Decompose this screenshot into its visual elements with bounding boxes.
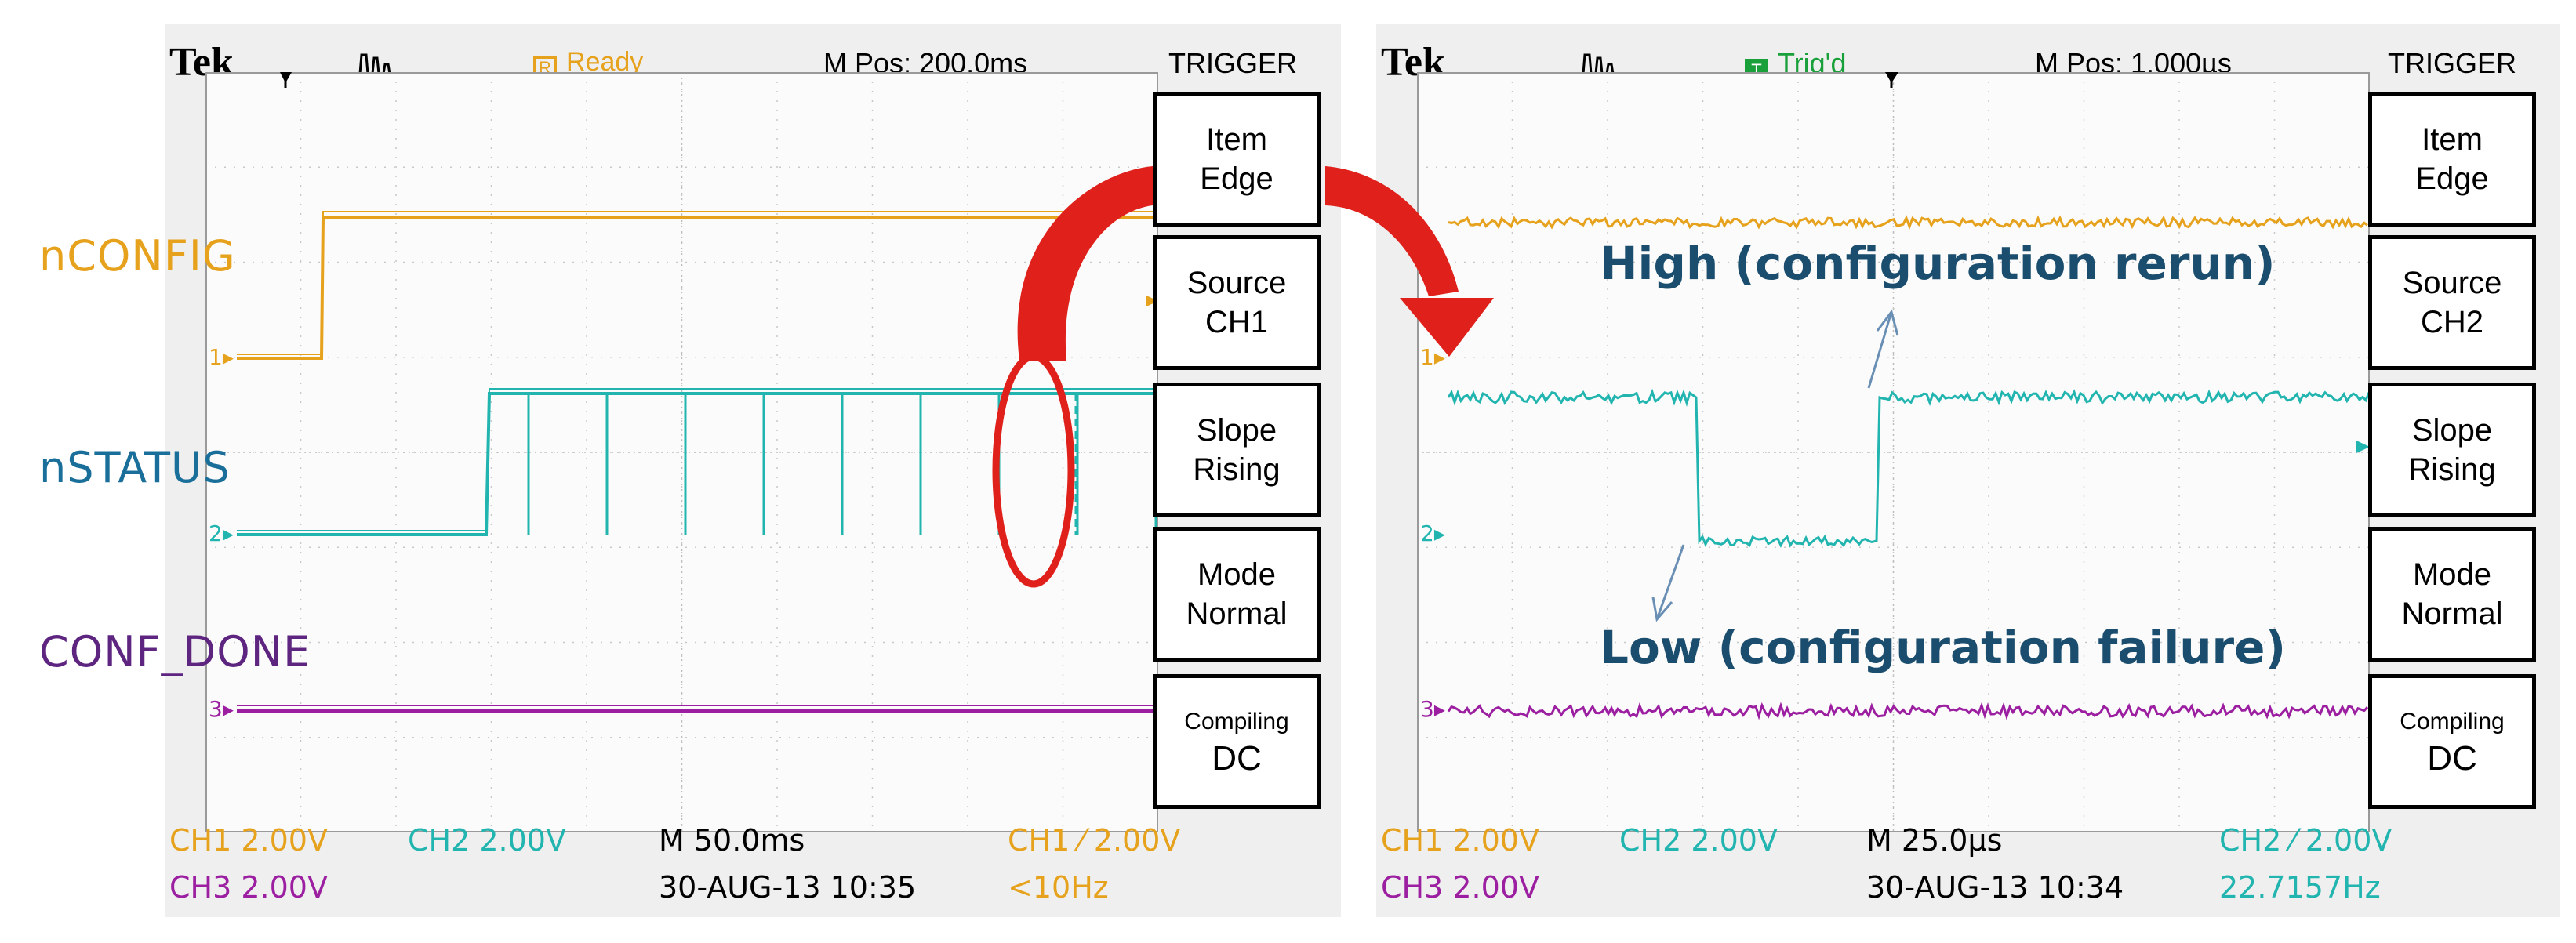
callout-arrow-head — [1400, 298, 1494, 357]
annotation-arrow-high — [1869, 312, 1898, 388]
annotation-arrow-low — [1653, 545, 1684, 619]
callout-arrow-body — [1325, 166, 1459, 296]
highlight-ellipse — [996, 357, 1071, 584]
callout-arrow — [1018, 166, 1153, 361]
